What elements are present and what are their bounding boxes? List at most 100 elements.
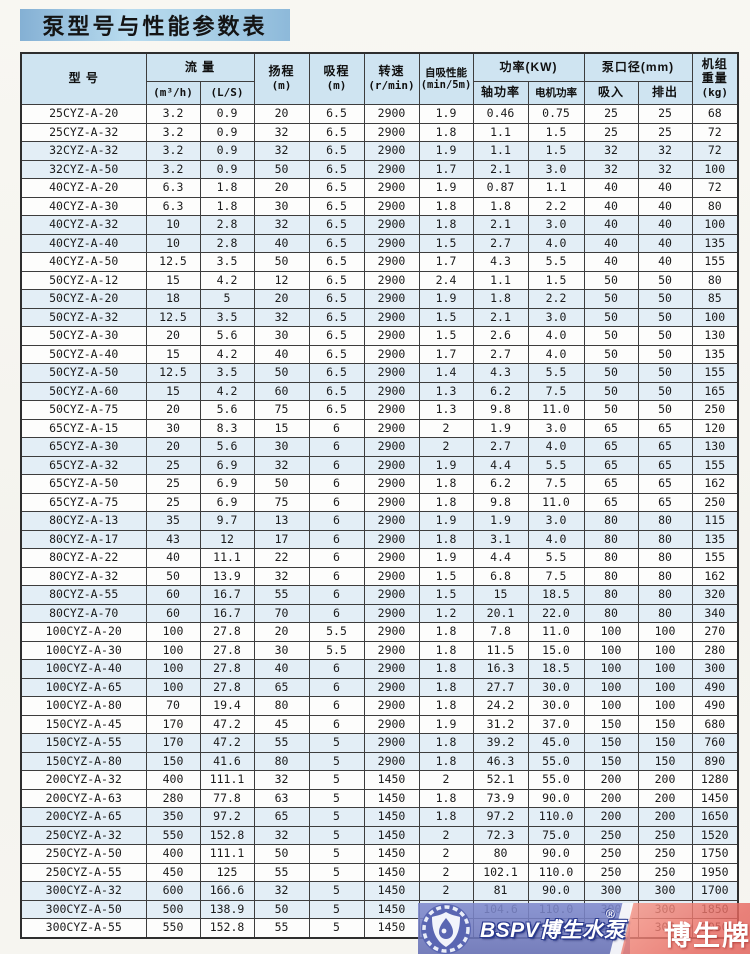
head-cell: 75 xyxy=(253,400,310,420)
speed-unit: (r/min) xyxy=(368,79,415,92)
speed-cell: 2900 xyxy=(363,585,420,605)
flow-m3h-cell: 3.2 xyxy=(145,141,201,161)
shaft-power-cell: 6.2 xyxy=(472,474,529,494)
table-row: 50CYZ-A-32 12.5 3.5 32 6.5 2900 1.5 2.1 3.0 50 50 1… xyxy=(20,307,739,327)
shaft-power-cell: 4.4 xyxy=(472,548,529,568)
flow-ls-cell: 9.7 xyxy=(199,511,255,531)
head-cell: 50 xyxy=(253,363,310,383)
weight-cell: 340 xyxy=(691,603,739,623)
flow-m3h-cell: 550 xyxy=(145,825,201,845)
speed-cell: 2900 xyxy=(363,159,420,179)
weight-cell: 130 xyxy=(691,437,739,457)
flow-m3h-cell: 15 xyxy=(145,381,201,401)
shaft-power-cell: 2.7 xyxy=(472,344,529,364)
motor-power-cell: 18.5 xyxy=(527,585,585,605)
flow-ls-cell: 3.5 xyxy=(199,363,255,383)
flow-m3h-cell: 12.5 xyxy=(145,363,201,383)
flow-m3h-cell: 12.5 xyxy=(145,252,201,272)
speed-cell: 2900 xyxy=(363,622,420,642)
selfprime-cell: 1.9 xyxy=(418,104,474,124)
selfprime-cell: 1.5 xyxy=(418,585,474,605)
motor-power-cell: 3.0 xyxy=(527,418,585,438)
col-header-port-group: 泵口径(mm) xyxy=(583,52,693,82)
selfprime-cell: 1.8 xyxy=(418,215,474,235)
head-cell: 75 xyxy=(253,492,310,512)
flow-m3h-cell: 3.2 xyxy=(145,122,201,142)
speed-cell: 2900 xyxy=(363,400,420,420)
motor-power-cell: 3.0 xyxy=(527,511,585,531)
weight-cell: 760 xyxy=(691,733,739,753)
weight-cell: 165 xyxy=(691,381,739,401)
shaft-power-cell: 1.9 xyxy=(472,511,529,531)
flow-ls-cell: 5 xyxy=(199,289,255,309)
selfprime-cell: 1.9 xyxy=(418,548,474,568)
outlet-cell: 250 xyxy=(637,825,693,845)
col-header-power-group: 功率(KW) xyxy=(472,52,585,82)
inlet-cell: 250 xyxy=(583,862,639,882)
shaft-power-cell: 80 xyxy=(472,844,529,864)
selfprime-cell: 1.9 xyxy=(418,511,474,531)
suction-label: 吸程 xyxy=(323,64,350,79)
motor-power-cell: 1.5 xyxy=(527,270,585,290)
model-cell: 50CYZ-A-60 xyxy=(20,381,147,401)
weight-cell: 1950 xyxy=(691,862,739,882)
inlet-cell: 150 xyxy=(583,751,639,771)
flow-m3h-cell: 15 xyxy=(145,270,201,290)
registered-trademark-icon: ® xyxy=(606,907,615,921)
head-cell: 20 xyxy=(253,178,310,198)
pump-spec-table: 型 号 流 量 扬程 (m) 吸程 (m) 转速 (r/min) 自吸性能 (m… xyxy=(20,52,739,939)
shaft-power-cell: 16.3 xyxy=(472,659,529,679)
head-cell: 60 xyxy=(253,381,310,401)
speed-cell: 1450 xyxy=(363,899,420,919)
outlet-cell: 200 xyxy=(637,770,693,790)
outlet-cell: 40 xyxy=(637,252,693,272)
flow-ls-cell: 125 xyxy=(199,862,255,882)
flow-ls-cell: 1.8 xyxy=(199,178,255,198)
model-cell: 80CYZ-A-32 xyxy=(20,566,147,586)
weight-cell: 135 xyxy=(691,233,739,253)
speed-cell: 2900 xyxy=(363,677,420,697)
outlet-cell: 40 xyxy=(637,233,693,253)
shaft-power-cell: 31.2 xyxy=(472,714,529,734)
flow-m3h-cell: 15 xyxy=(145,344,201,364)
head-cell: 20 xyxy=(253,622,310,642)
flow-ls-cell: 47.2 xyxy=(199,733,255,753)
brand-name-text: BSPV博生水泵 xyxy=(480,919,626,942)
motor-power-cell: 30.0 xyxy=(527,677,585,697)
head-cell: 32 xyxy=(253,881,310,901)
model-cell: 32CYZ-A-50 xyxy=(20,159,147,179)
selfprime-cell: 1.5 xyxy=(418,307,474,327)
flow-m3h-cell: 50 xyxy=(145,566,201,586)
head-cell: 20 xyxy=(253,104,310,124)
shaft-power-cell: 1.1 xyxy=(472,141,529,161)
suction-cell: 5 xyxy=(308,881,365,901)
table-row: 200CYZ-A-65 350 97.2 65 5 1450 1.8 97.2 110.0 200… xyxy=(20,807,739,827)
model-cell: 25CYZ-A-32 xyxy=(20,122,147,142)
speed-cell: 2900 xyxy=(363,751,420,771)
outlet-cell: 25 xyxy=(637,122,693,142)
selfprime-cell: 2 xyxy=(418,825,474,845)
weight-cell: 135 xyxy=(691,529,739,549)
weight-cell: 490 xyxy=(691,696,739,716)
selfprime-cell: 2.4 xyxy=(418,270,474,290)
selfprime-cell: 1.9 xyxy=(418,714,474,734)
selfprime-cell: 1.8 xyxy=(418,788,474,808)
flow-ls-cell: 152.8 xyxy=(199,825,255,845)
weight-cell: 280 xyxy=(691,640,739,660)
inlet-cell: 200 xyxy=(583,788,639,808)
outlet-cell: 200 xyxy=(637,807,693,827)
inlet-cell: 100 xyxy=(583,659,639,679)
head-cell: 50 xyxy=(253,899,310,919)
speed-cell: 2900 xyxy=(363,659,420,679)
weight-cell: 890 xyxy=(691,751,739,771)
weight-cell: 120 xyxy=(691,418,739,438)
flow-m3h-cell: 280 xyxy=(145,788,201,808)
head-cell: 32 xyxy=(253,566,310,586)
shaft-power-cell: 24.2 xyxy=(472,696,529,716)
motor-power-cell: 11.0 xyxy=(527,622,585,642)
head-cell: 32 xyxy=(253,770,310,790)
col-header-flow-ls: (L/S) xyxy=(199,81,255,105)
flow-m3h-cell: 100 xyxy=(145,659,201,679)
flow-m3h-cell: 30 xyxy=(145,418,201,438)
motor-power-cell: 5.5 xyxy=(527,363,585,383)
